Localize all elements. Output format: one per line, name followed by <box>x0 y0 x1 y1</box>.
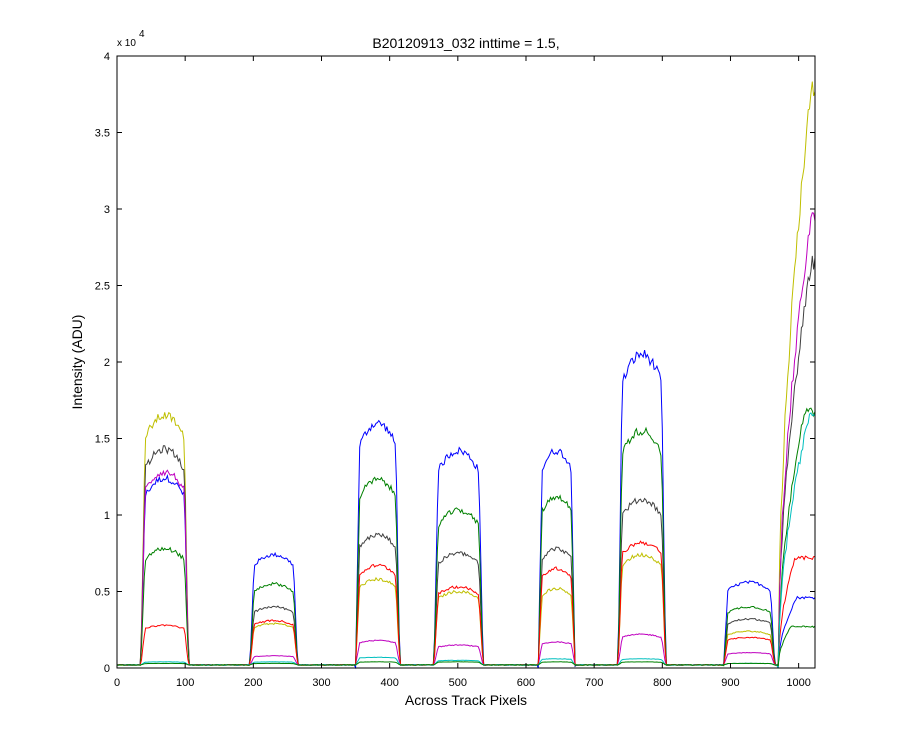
x-tick-label: 500 <box>449 677 467 689</box>
x-axis-label: Across Track Pixels <box>405 692 527 708</box>
x-tick-label: 100 <box>176 677 194 689</box>
y-tick-label: 1.5 <box>95 434 110 446</box>
y-tick-label: 1 <box>104 510 110 522</box>
y-axis-label: Intensity (ADU) <box>69 315 85 410</box>
x-tick-label: 200 <box>244 677 262 689</box>
y-tick-label: 2.5 <box>95 281 110 293</box>
x-tick-label: 800 <box>653 677 671 689</box>
x-tick-label: 700 <box>585 677 603 689</box>
plot-background <box>117 56 815 668</box>
y-exponent-base: x 10 <box>117 38 136 49</box>
y-tick-label: 2 <box>104 357 110 369</box>
x-tick-label: 600 <box>517 677 535 689</box>
y-tick-label: 3.5 <box>95 128 110 140</box>
chart-title: B20120913_032 inttime = 1.5, <box>372 35 559 51</box>
y-tick-label: 0 <box>104 663 110 675</box>
x-tick-label: 0 <box>114 677 120 689</box>
x-tick-label: 300 <box>312 677 330 689</box>
y-tick-label: 0.5 <box>95 587 110 599</box>
series-layer <box>116 81 816 670</box>
y-tick-label: 4 <box>104 51 110 63</box>
x-tick-label: 900 <box>721 677 739 689</box>
x-tick-label: 400 <box>380 677 398 689</box>
x-tick-label: 1000 <box>786 677 810 689</box>
y-exponent-power: 4 <box>139 29 145 40</box>
ticks-layer: 0 100 200 300 400 500 600 700 800 900 1000 0 0.5 1 1.5… <box>95 51 815 689</box>
y-tick-label: 3 <box>104 204 110 216</box>
series-line-8 <box>117 625 816 667</box>
